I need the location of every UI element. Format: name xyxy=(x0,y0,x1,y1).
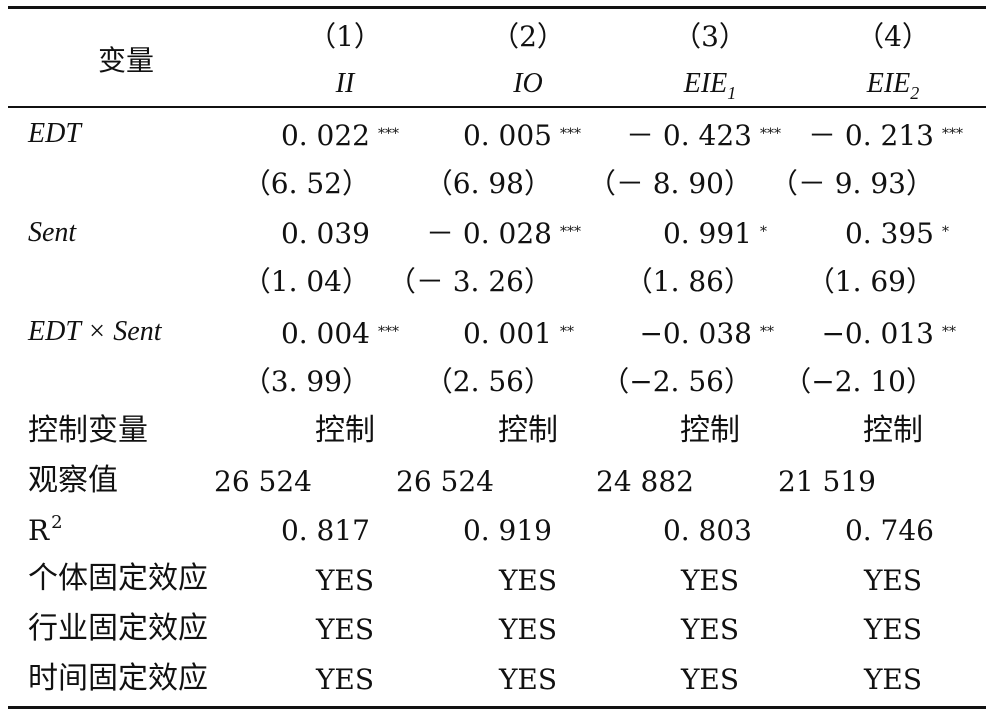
sent-t-3: （1. 86） xyxy=(624,265,752,298)
inter-t-2: （2. 56） xyxy=(424,365,552,398)
r2-1: 0. 817 xyxy=(280,514,370,547)
edt-coef-3: － 0. 423 xyxy=(626,119,752,152)
inter-stars-1: *** xyxy=(378,324,399,340)
controls-3: 控制 xyxy=(680,413,740,448)
column-number-1: （1） xyxy=(308,20,382,53)
edt-coef-1: 0. 022 xyxy=(280,119,370,152)
inter-t-1: （3. 99） xyxy=(242,365,370,398)
fe-industry-3: YES xyxy=(680,613,740,646)
column-number-3: （3） xyxy=(673,20,747,53)
top-rule xyxy=(8,6,986,9)
r2-3: 0. 803 xyxy=(662,514,752,547)
edt-coef-4: － 0. 213 xyxy=(808,119,934,152)
obs-4: 21 519 xyxy=(778,465,876,498)
row-label-controls: 控制变量 xyxy=(28,413,148,448)
edt-stars-2: *** xyxy=(560,126,581,142)
edt-stars-4: *** xyxy=(942,126,963,142)
r2-2: 0. 919 xyxy=(462,514,552,547)
inter-stars-2: ** xyxy=(560,324,574,340)
fe-time-4: YES xyxy=(863,663,923,696)
row-label-individual-fe: 个体固定效应 xyxy=(28,561,208,596)
fe-industry-1: YES xyxy=(315,613,375,646)
column-number-4: （4） xyxy=(856,20,930,53)
inter-coef-1: 0. 004 xyxy=(280,317,370,350)
fe-time-1: YES xyxy=(315,663,375,696)
edt-stars-3: *** xyxy=(760,126,781,142)
edt-t-2: （6. 98） xyxy=(424,167,552,200)
inter-t-4: （−2. 10） xyxy=(783,365,934,398)
column-name-2: IO xyxy=(513,68,543,99)
column-name-1: II xyxy=(335,68,355,99)
obs-2: 26 524 xyxy=(396,465,494,498)
obs-1: 26 524 xyxy=(214,465,312,498)
inter-stars-4: ** xyxy=(942,324,956,340)
controls-4: 控制 xyxy=(863,413,923,448)
sent-coef-3: 0. 991 xyxy=(662,217,752,250)
sent-coef-2: － 0. 028 xyxy=(426,217,552,250)
r2-4: 0. 746 xyxy=(844,514,934,547)
fe-industry-4: YES xyxy=(863,613,923,646)
sent-stars-4: * xyxy=(942,224,949,240)
sent-t-1: （1. 04） xyxy=(242,265,370,298)
sent-stars-3: * xyxy=(760,224,767,240)
bottom-rule xyxy=(8,706,986,709)
sent-coef-4: 0. 395 xyxy=(844,217,934,250)
inter-stars-3: ** xyxy=(760,324,774,340)
controls-2: 控制 xyxy=(498,413,558,448)
edt-t-4: （－ 9. 93） xyxy=(769,167,934,200)
fe-time-3: YES xyxy=(680,663,740,696)
controls-1: 控制 xyxy=(315,413,375,448)
column-name-4: EIE2 xyxy=(866,68,920,103)
column-number-2: （2） xyxy=(491,20,565,53)
row-label-observations: 观察值 xyxy=(28,463,118,498)
fe-industry-2: YES xyxy=(498,613,558,646)
edt-t-3: （－ 8. 90） xyxy=(587,167,752,200)
sent-t-2: （－ 3. 26） xyxy=(387,265,552,298)
row-label-interaction: EDT × Sent xyxy=(28,316,162,347)
inter-coef-2: 0. 001 xyxy=(462,317,552,350)
header-rule xyxy=(8,106,986,108)
edt-coef-2: 0. 005 xyxy=(462,119,552,152)
obs-3: 24 882 xyxy=(596,465,694,498)
fe-ind-4: YES xyxy=(863,564,923,597)
row-label-edt: EDT xyxy=(28,118,81,149)
inter-t-3: （−2. 56） xyxy=(601,365,752,398)
fe-ind-2: YES xyxy=(498,564,558,597)
fe-time-2: YES xyxy=(498,663,558,696)
sent-coef-1: 0. 039 xyxy=(280,217,370,250)
row-label-industry-fe: 行业固定效应 xyxy=(28,611,208,646)
edt-t-1: （6. 52） xyxy=(242,167,370,200)
inter-coef-4: −0. 013 xyxy=(821,317,934,350)
inter-coef-3: −0. 038 xyxy=(639,317,752,350)
column-name-3: EIE1 xyxy=(683,68,737,103)
variable-header: 变量 xyxy=(98,44,155,77)
row-label-sent: Sent xyxy=(28,217,77,248)
fe-ind-3: YES xyxy=(680,564,740,597)
sent-t-4: （1. 69） xyxy=(806,265,934,298)
edt-stars-1: *** xyxy=(378,126,399,142)
sent-stars-2: *** xyxy=(560,224,581,240)
fe-ind-1: YES xyxy=(315,564,375,597)
row-label-time-fe: 时间固定效应 xyxy=(28,661,208,696)
